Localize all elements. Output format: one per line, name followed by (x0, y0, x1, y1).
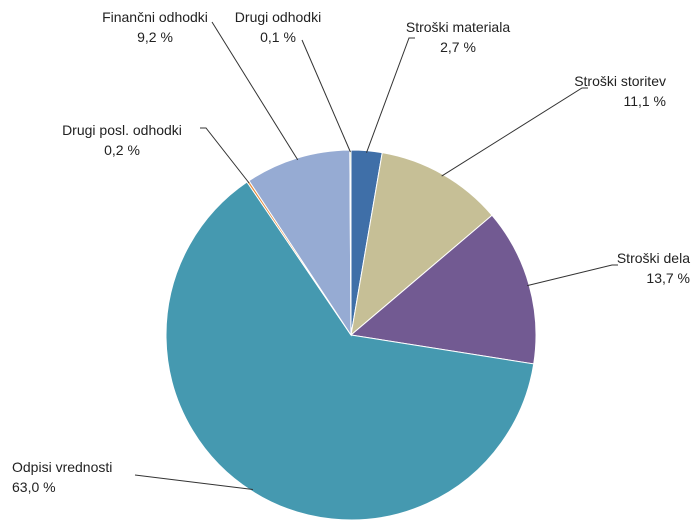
pie-slice (350, 152, 493, 337)
leader-line (211, 21, 299, 161)
leader-lines (134, 21, 618, 491)
label-stroski-materiala-name: Stroški materiala (406, 19, 510, 35)
label-stroski-storitev-name: Stroški storitev (574, 73, 666, 89)
pie-slice (248, 149, 352, 337)
leader-line (441, 87, 588, 177)
label-stroski-storitev-value: 11,1 % (623, 93, 666, 109)
label-drugi-odhodki-value: 0,1 % (260, 29, 296, 45)
label-drugi-posl-odhodki-name: Drugi posl. odhodki (62, 122, 182, 138)
label-financni-odhodki-name: Finančni odhodki (102, 9, 208, 25)
leader-line (301, 39, 351, 153)
pie-slice (165, 181, 535, 521)
label-stroski-materiala-value: 2,7 % (440, 39, 476, 55)
leader-line (200, 127, 250, 184)
leader-line (527, 264, 618, 287)
label-financni-odhodki-value: 9,2 % (137, 29, 173, 45)
leader-line (366, 37, 415, 153)
leader-line (134, 474, 254, 491)
pie-slices (165, 149, 537, 521)
label-drugi-odhodki-name: Drugi odhodki (235, 9, 321, 25)
label-odpisi-vrednosti-value: 63,0 % (12, 479, 56, 495)
label-drugi-posl-odhodki-value: 0,2 % (104, 142, 140, 158)
label-stroski-dela-value: 13,7 % (646, 270, 690, 286)
label-odpisi-vrednosti-name: Odpisi vrednosti (12, 459, 112, 475)
label-stroski-dela-name: Stroški dela (617, 250, 690, 266)
